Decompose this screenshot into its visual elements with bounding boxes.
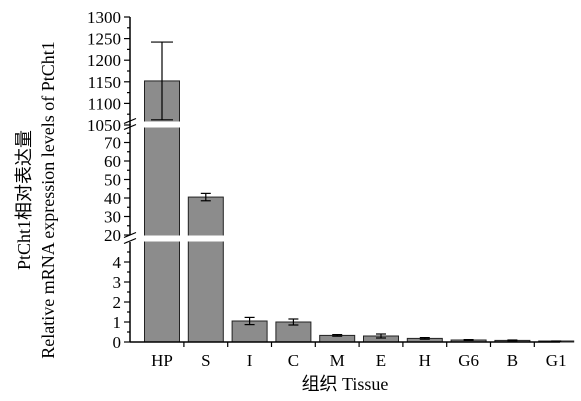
y-tick-label: 70 [104, 134, 121, 153]
y-tick-label: 1050 [87, 116, 121, 135]
y-tick-label: 50 [104, 171, 121, 190]
category-labels: HP S I C M E H G6 B G1 [151, 351, 566, 370]
y-tick-label: 0 [113, 333, 122, 352]
error-bar-e [376, 333, 386, 339]
x-axis-title: 组织 Tissue [302, 374, 389, 394]
category-label-g1: G1 [546, 351, 567, 370]
y-tick-label: 4 [113, 253, 122, 272]
error-bar-b [507, 339, 518, 342]
category-label-hp: HP [151, 351, 173, 370]
y-axis-title-line2: Relative mRNA expression levels of PtCht… [38, 41, 58, 358]
y-tick-label: 40 [104, 189, 121, 208]
error-bar-hp [151, 41, 173, 121]
y-tick-label: 3 [113, 273, 122, 292]
x-axis [130, 341, 560, 347]
bars-layer [144, 80, 575, 343]
y-tick-label: 2 [113, 293, 122, 312]
error-bar-m [332, 334, 343, 337]
error-bar-g6 [463, 339, 474, 341]
category-label-i: I [247, 351, 253, 370]
y-tick-label: 60 [104, 152, 121, 171]
error-bar-c [288, 318, 299, 326]
y-axis-title: PtCht1相对表达量 Relative mRNA expression lev… [14, 41, 58, 358]
category-label-s: S [201, 351, 210, 370]
category-label-b: B [507, 351, 518, 370]
y-tick-label: 20 [104, 226, 121, 245]
y-tick-label: 30 [104, 208, 121, 227]
y-tick-label: 1 [113, 313, 122, 332]
error-bar-i [244, 316, 255, 326]
y-tick-label: 1200 [87, 51, 121, 70]
y-tick-label: 1100 [88, 94, 121, 113]
category-label-c: C [288, 351, 299, 370]
category-label-h: H [419, 351, 431, 370]
category-label-e: E [376, 351, 386, 370]
bar-s [187, 196, 224, 343]
axis-break-1 [123, 231, 238, 245]
axis-break-2 [123, 117, 238, 131]
y-tick-label: 1150 [88, 73, 121, 92]
error-bar-h [419, 337, 430, 340]
error-bar-s [200, 192, 211, 202]
error-bars-layer [151, 41, 562, 342]
y-axis-title-line1: PtCht1相对表达量 [14, 130, 34, 270]
category-label-g6: G6 [458, 351, 479, 370]
y-tick-label: 1250 [87, 30, 121, 49]
category-label-m: M [330, 351, 345, 370]
y-tick-label: 1300 [87, 8, 121, 27]
